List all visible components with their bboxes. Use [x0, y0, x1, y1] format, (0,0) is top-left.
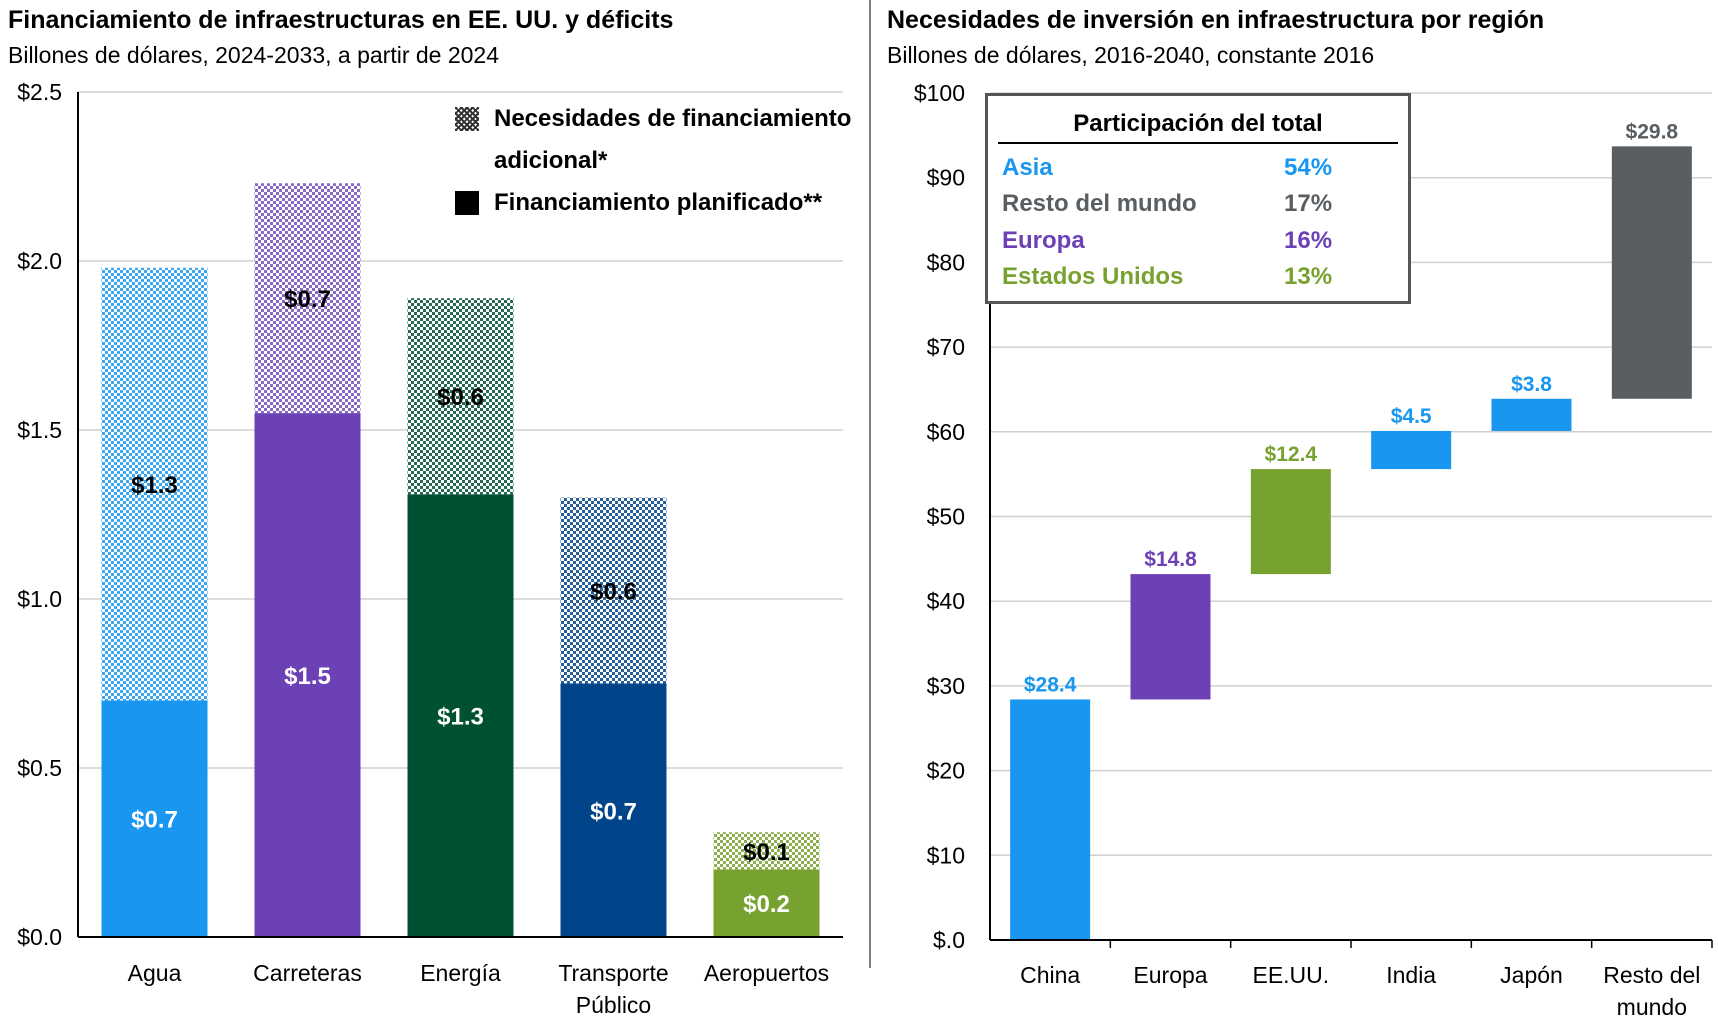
right-y-tick-label: $60: [927, 419, 965, 445]
legend-swatch-solid: [455, 191, 479, 215]
left-x-tick-label: Carreteras: [253, 960, 362, 986]
bar-additional: [407, 298, 514, 495]
share-table-title: Participación del total: [1073, 110, 1323, 137]
right-x-tick-label: EE.UU.: [1252, 962, 1329, 988]
left-x-tick-label: Aeropuertos: [704, 960, 829, 986]
right-y-tick-label: $40: [927, 588, 965, 614]
share-table: Participación del total Asia 54% Resto d…: [985, 93, 1411, 304]
left-x-tick-label: Energía: [420, 960, 501, 986]
legend-label-planned: Financiamiento planificado**: [494, 189, 823, 216]
left-x-tick-label: Transporte: [558, 960, 668, 986]
bar-additional: [254, 183, 361, 414]
left-x-tick-label: Agua: [128, 960, 182, 986]
waterfall-bar-label: $29.8: [1626, 120, 1679, 143]
left-chart-panel: Financiamiento de infraestructuras en EE…: [8, 6, 674, 68]
right-y-tick-label: $80: [927, 249, 965, 275]
share-value: 17%: [1284, 190, 1333, 217]
right-y-tick-label: $90: [927, 165, 965, 191]
waterfall-bar: [1371, 430, 1452, 470]
panel-divider: [869, 0, 871, 968]
share-name: Asia: [1002, 154, 1053, 181]
left-chart-legend: Necesidades de financiamiento adicional*…: [455, 98, 894, 224]
bar-planned-label: $1.3: [437, 704, 484, 731]
right-x-tick-label: Resto del: [1603, 962, 1700, 988]
left-y-tick-label: $2.0: [17, 248, 62, 274]
share-name: Resto del mundo: [1002, 190, 1197, 217]
waterfall-bar: [1491, 398, 1572, 431]
left-x-tick-label: Público: [576, 992, 651, 1018]
bar-planned: [101, 700, 208, 937]
left-y-tick-label: $0.5: [17, 755, 62, 781]
bar-planned-label: $0.7: [131, 807, 178, 834]
left-y-tick-label: $1.0: [17, 586, 62, 612]
bar-additional-label: $0.1: [743, 839, 790, 866]
waterfall-bar-label: $3.8: [1511, 373, 1552, 396]
waterfall-bar: [1250, 469, 1331, 575]
waterfall-bar-label: $28.4: [1024, 673, 1077, 696]
right-x-tick-label: Japón: [1500, 962, 1563, 988]
bar-additional: [560, 497, 667, 684]
bar-additional: [713, 832, 820, 870]
right-y-tick-label: $20: [927, 758, 965, 784]
waterfall-bar-label: $12.4: [1265, 443, 1318, 466]
bar-additional: [101, 267, 208, 701]
share-value: 13%: [1284, 263, 1333, 290]
bar-additional-label: $0.6: [437, 384, 484, 411]
share-value: 16%: [1284, 227, 1333, 254]
right-x-tick-label: India: [1386, 962, 1436, 988]
right-y-tick-label: $.0: [933, 927, 965, 953]
legend-swatch-hatched: [455, 107, 479, 131]
right-chart-title: Necesidades de inversión en infraestruct…: [887, 6, 1545, 34]
left-chart-subtitle: Billones de dólares, 2024-2033, a partir…: [8, 42, 500, 68]
share-name: Europa: [1002, 227, 1085, 254]
legend-item-planned: Financiamiento planificado**: [455, 182, 894, 224]
right-x-tick-label: China: [1020, 962, 1080, 988]
right-y-tick-label: $70: [927, 334, 965, 360]
right-y-tick-label: $30: [927, 673, 965, 699]
share-name: Estados Unidos: [1002, 263, 1184, 290]
left-chart-title: Financiamiento de infraestructuras en EE…: [8, 6, 674, 34]
left-y-tick-label: $2.5: [17, 79, 62, 105]
waterfall-bar-label: $4.5: [1391, 405, 1432, 428]
share-table-rule: [998, 142, 1398, 144]
left-y-tick-label: $0.0: [17, 924, 62, 950]
waterfall-bar: [1611, 146, 1692, 399]
right-y-tick-label: $50: [927, 504, 965, 530]
bar-planned: [254, 413, 361, 938]
share-value: 54%: [1284, 154, 1333, 181]
left-y-tick-label: $1.5: [17, 417, 62, 443]
right-x-tick-label: mundo: [1617, 994, 1687, 1020]
bar-planned: [713, 869, 820, 937]
bar-planned-label: $0.2: [743, 891, 790, 918]
right-chart-panel: Necesidades de inversión en infraestruct…: [880, 0, 1718, 1023]
right-chart-subtitle: Billones de dólares, 2016-2040, constant…: [887, 42, 1375, 68]
bar-planned: [560, 683, 667, 937]
bar-additional-label: $0.7: [284, 286, 331, 313]
waterfall-bar-label: $14.8: [1144, 548, 1197, 571]
bar-planned-label: $1.5: [284, 663, 331, 690]
legend-label-additional: Necesidades de financiamiento adicional*: [494, 105, 852, 174]
legend-item-additional: Necesidades de financiamiento adicional*: [455, 98, 894, 182]
bar-additional-label: $0.6: [590, 579, 637, 606]
right-y-tick-label: $10: [927, 842, 965, 868]
right-y-tick-label: $100: [914, 80, 965, 106]
waterfall-bar: [1010, 699, 1091, 940]
bar-planned: [407, 494, 514, 937]
right-x-tick-label: Europa: [1133, 962, 1207, 988]
bar-planned-label: $0.7: [590, 798, 637, 825]
bar-additional-label: $1.3: [131, 472, 178, 499]
waterfall-bar: [1130, 574, 1211, 700]
